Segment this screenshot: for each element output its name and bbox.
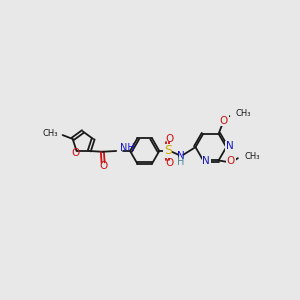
Text: N: N (202, 156, 210, 166)
Text: CH₃: CH₃ (236, 109, 251, 118)
Text: O: O (227, 156, 235, 166)
Text: H: H (177, 157, 184, 167)
Text: N: N (177, 152, 185, 161)
Text: O: O (100, 161, 108, 171)
Text: CH₃: CH₃ (244, 152, 260, 161)
Text: S: S (164, 145, 172, 158)
Text: CH₃: CH₃ (43, 129, 58, 138)
Text: O: O (165, 134, 173, 144)
Text: O: O (165, 158, 173, 168)
Text: O: O (72, 148, 80, 158)
Text: NH: NH (120, 143, 135, 153)
Text: N: N (226, 141, 233, 152)
Text: O: O (220, 116, 228, 126)
